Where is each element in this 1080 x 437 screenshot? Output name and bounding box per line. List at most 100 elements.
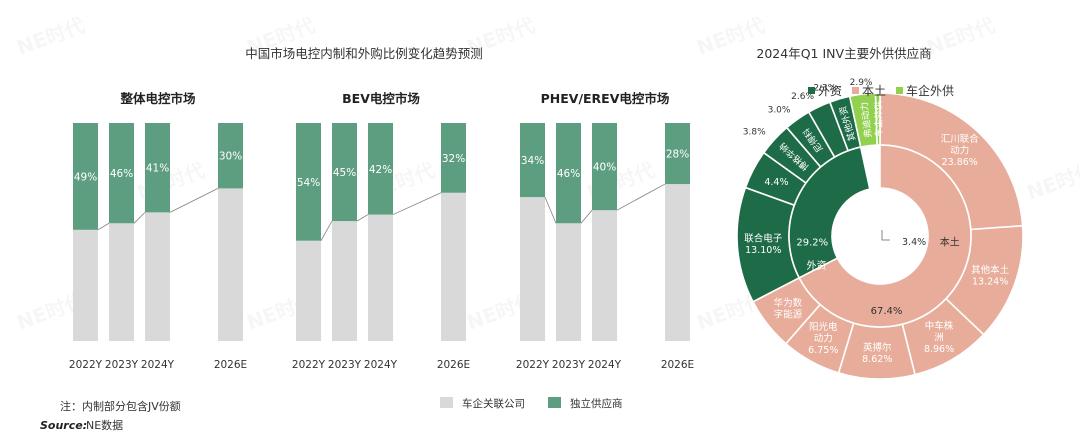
sunburst-inner-slice xyxy=(860,145,880,190)
bar-connector-line xyxy=(616,183,666,211)
bar-data-label: 42% xyxy=(369,164,392,176)
bar-independent xyxy=(665,123,690,185)
bar-connector-line xyxy=(356,214,369,222)
sunburst-inner-value: 67.4% xyxy=(871,306,903,317)
bar-connector-line xyxy=(169,188,219,213)
sunburst-outer-value: 3.0% xyxy=(768,105,791,115)
watermark-text: NE时代 xyxy=(134,158,208,205)
bottom-legend: 车企关联公司 独立供应商 xyxy=(440,397,623,410)
bar-connector-line xyxy=(392,192,442,215)
watermark-text: NE时代 xyxy=(924,13,998,60)
bar-internal xyxy=(296,240,321,341)
sunburst-outer-label: 23.86% xyxy=(942,157,978,168)
sunburst-outer-label: 华为数 xyxy=(774,297,803,309)
bar-connector-line xyxy=(580,209,593,224)
bar-data-label: 54% xyxy=(297,177,320,189)
bar-internal xyxy=(145,212,170,341)
bar-internal xyxy=(592,210,617,341)
sunburst-outer-label: 汇川联合 xyxy=(941,133,980,145)
source-label: Source: xyxy=(40,419,87,432)
bar-internal xyxy=(520,197,545,341)
sunburst-outer-value: 2.9% xyxy=(850,78,873,88)
watermark-text: NE时代 xyxy=(1024,158,1080,205)
bar-independent xyxy=(109,123,134,224)
sunburst-leader-line xyxy=(881,230,890,241)
bar-data-label: 49% xyxy=(74,171,97,183)
bar-internal xyxy=(73,229,98,341)
bar-category-label: 2024Y xyxy=(588,359,622,371)
bar-internal xyxy=(556,223,581,341)
bar-data-label: 40% xyxy=(593,162,616,174)
bar-independent xyxy=(145,123,170,213)
sunburst-outer-label: 英搏尔 xyxy=(863,342,892,354)
sunburst-inner-value: 3.4% xyxy=(902,237,926,248)
sunburst-outer-label: 车企外供 xyxy=(872,101,885,137)
sunburst-legend: 外资 本土 车企外供 xyxy=(808,83,954,98)
legend-label: 车企关联公司 xyxy=(462,397,525,410)
legend-swatch xyxy=(548,397,561,408)
bar-chart-title: 整体电控市场 xyxy=(120,91,195,106)
legend-label: 独立供应商 xyxy=(570,397,623,410)
bar-connector-line xyxy=(320,220,333,241)
sunburst-legend-swatch xyxy=(896,87,903,94)
sunburst-outer-value: 2.3% xyxy=(813,83,836,93)
sunburst-outer-label: 4.4% xyxy=(764,177,788,188)
sunburst-outer-label: 其他本土 xyxy=(971,264,1010,276)
sunburst-outer-label: 6.75% xyxy=(808,345,838,356)
sunburst-outer-label: 13.10% xyxy=(745,245,781,256)
source-text: NE数据 xyxy=(86,418,123,432)
footnote: 注：内制部分包含JV份额 xyxy=(60,399,181,413)
sunburst-outer-label: 动力 xyxy=(950,145,969,157)
bar-independent xyxy=(441,123,466,193)
sunburst-outer-value: 3.8% xyxy=(743,127,766,137)
sunburst-outer-label: 字能源 xyxy=(774,308,803,320)
bar-chart-panel-3: PHEV/EREV电控市场 34% 2022Y 46% 2023Y 40% 2024Y 28%… xyxy=(516,91,694,371)
bar-data-label: 30% xyxy=(219,151,242,163)
bar-independent xyxy=(556,123,581,224)
bar-independent xyxy=(218,123,243,189)
bar-category-label: 2023Y xyxy=(328,359,362,371)
bar-category-label: 2026E xyxy=(661,359,694,371)
bar-independent xyxy=(296,123,321,241)
sunburst-inner-label: 本土 xyxy=(940,236,960,249)
bar-data-label: 45% xyxy=(333,167,356,179)
bar-category-label: 2026E xyxy=(437,359,470,371)
left-chart-title: 中国市场电控内制和外购比例变化趋势预测 xyxy=(245,46,483,61)
bar-category-label: 2022Y xyxy=(292,359,326,371)
sunburst-inner-slice xyxy=(788,146,871,279)
sunburst-outer-label: 8.96% xyxy=(924,344,954,355)
sunburst-outer-label: 13.24% xyxy=(972,277,1008,288)
sunburst-legend-swatch xyxy=(852,87,859,94)
bar-data-label: 46% xyxy=(110,168,133,180)
right-chart-title: 2024年Q1 INV主要外供供应商 xyxy=(756,46,931,61)
bar-category-label: 2026E xyxy=(214,359,247,371)
sunburst-inner-slice xyxy=(798,144,972,328)
bar-data-label: 46% xyxy=(557,168,580,180)
bar-internal xyxy=(109,223,134,341)
bar-chart-title: BEV电控市场 xyxy=(342,91,420,106)
bar-internal xyxy=(441,192,466,341)
bar-internal xyxy=(665,184,690,341)
bar-data-label: 34% xyxy=(521,155,544,167)
sunburst-outer-label: 联合电子 xyxy=(744,232,783,244)
bar-charts: 整体电控市场 49% 2022Y 46% 2023Y 41% 2024Y 30% 2026E BE… xyxy=(69,91,694,371)
legend-swatch xyxy=(440,397,453,408)
bar-independent xyxy=(520,123,545,198)
sunburst-outer-label: 中车株 xyxy=(925,320,954,332)
sunburst-outer-label: 动力 xyxy=(814,333,833,345)
bar-category-label: 2022Y xyxy=(69,359,103,371)
bar-connector-line xyxy=(97,222,110,231)
bar-data-label: 41% xyxy=(146,163,169,175)
bar-data-label: 32% xyxy=(442,153,465,165)
bar-category-label: 2024Y xyxy=(364,359,398,371)
bar-independent xyxy=(73,123,98,230)
sunburst-inner-value: 29.2% xyxy=(796,237,828,248)
bar-internal xyxy=(218,188,243,341)
bar-independent xyxy=(368,123,393,215)
sunburst-outer-value: 2.6% xyxy=(791,92,814,102)
sunburst-inner-label: 外资 xyxy=(807,260,827,272)
sunburst-legend-label: 本土 xyxy=(862,84,886,98)
bar-connector-line xyxy=(133,212,146,224)
sunburst-outer-label: 8.62% xyxy=(862,354,892,365)
